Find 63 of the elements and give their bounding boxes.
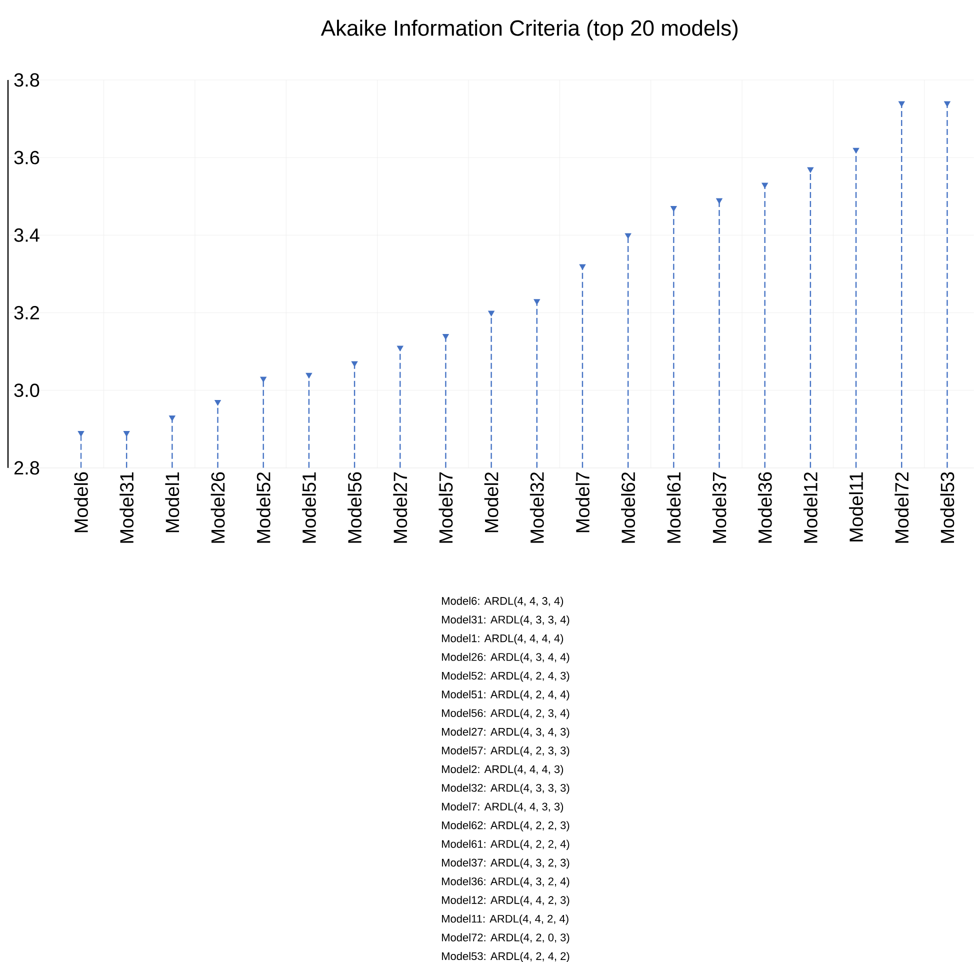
text: Model52: ARDL(4, 2, 4, 3) (442, 671, 570, 682)
point (78, 430, 84, 436)
x-tick-label: Model12 (803, 472, 818, 543)
point (534, 299, 540, 304)
x-tick-label: Model37 (712, 472, 726, 543)
text: Model51: ARDL(4, 2, 4, 4) (442, 690, 570, 700)
y-tick-label: 3.6 (14, 150, 40, 164)
x-tick-label: Model6 (74, 472, 88, 532)
point (397, 346, 404, 351)
text: Model56: ARDL(4, 2, 3, 4) (442, 708, 570, 720)
y-tick-label: 3.2 (14, 306, 39, 320)
text: Model62: ARDL(4, 2, 2, 3) (442, 820, 570, 832)
point (352, 361, 358, 366)
text: Model61: ARDL(4, 2, 2, 4) (442, 840, 570, 850)
text: Model2: ARDL(4, 4, 4, 3) (442, 764, 564, 776)
text: Model36: ARDL(4, 3, 2, 4) (442, 877, 570, 888)
x-tick-label: Model57 (438, 472, 453, 543)
y-tick-label: 3.8 (14, 73, 40, 87)
point (124, 430, 130, 436)
point (625, 233, 632, 238)
x-tick-label: Model1 (165, 472, 180, 532)
point (214, 400, 221, 406)
x-tick-label: Model72 (894, 472, 909, 543)
point (944, 101, 950, 106)
x-tick-label: Model61 (666, 472, 681, 543)
point (716, 198, 722, 204)
x-tick-label: Model52 (256, 472, 270, 543)
x-tick-label: Model26 (210, 472, 225, 543)
text: Model6: ARDL(4, 4, 3, 4) (442, 596, 564, 607)
x-tick-label: Model36 (758, 472, 772, 543)
text: Model12: ARDL(4, 4, 2, 3) (442, 896, 570, 906)
text: Model57: ARDL(4, 2, 3, 3) (442, 746, 570, 756)
point (580, 264, 586, 270)
x-tick-label: Model56 (348, 472, 362, 543)
x-tick-label: Model31 (120, 472, 134, 543)
text: Model53: ARDL(4, 2, 4, 2) (442, 952, 570, 962)
x-tick-label: Model62 (621, 472, 636, 543)
y-tick-label: 3.4 (14, 228, 40, 242)
point (442, 334, 449, 340)
x-tick-label: Model27 (393, 472, 408, 543)
text: Model11: ARDL(4, 4, 2, 4) (442, 914, 568, 925)
text: Model31: ARDL(4, 3, 3, 4) (442, 615, 570, 626)
text: Model1: ARDL(4, 4, 4, 4) (442, 634, 564, 644)
x-tick-label: Model11 (849, 472, 864, 542)
chart-title: Akaike Information Criteria (top 20 models) (320, 20, 738, 40)
x-tick-label: Model51 (302, 472, 316, 543)
y-tick-label: 2.8 (14, 461, 40, 475)
text: Model37: ARDL(4, 3, 2, 3) (442, 858, 570, 869)
text: Model26: ARDL(4, 3, 4, 4) (442, 652, 570, 663)
text: Model32: ARDL(4, 3, 3, 3) (442, 784, 570, 794)
text: Model7: ARDL(4, 4, 3, 3) (442, 802, 564, 813)
text: Model27: ARDL(4, 3, 4, 3) (442, 728, 570, 738)
point (898, 101, 905, 106)
point (670, 206, 677, 212)
y-tick-label: 3.0 (14, 383, 40, 397)
x-tick-label: Model7 (576, 472, 590, 532)
point (260, 376, 266, 382)
text: Model72: ARDL(4, 2, 0, 3) (442, 933, 570, 944)
point (169, 415, 176, 421)
x-tick-label: Model2 (484, 472, 498, 532)
point (762, 182, 768, 188)
x-tick-label: Model53 (940, 472, 954, 543)
x-tick-label: Model32 (530, 472, 544, 543)
